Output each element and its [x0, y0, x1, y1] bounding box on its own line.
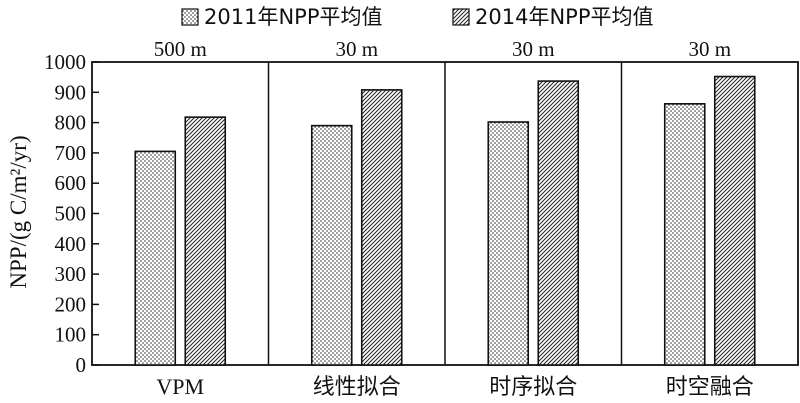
- bar-2014-1: [360, 89, 403, 366]
- y-axis-title: NPP/(g C/m²/yr): [6, 135, 31, 288]
- x-axis-category-labels: VPM 线性拟合 时序拟合 时空融合: [156, 374, 753, 400]
- bar-2011-2: [487, 121, 530, 366]
- y-tick-label: 0: [76, 353, 87, 377]
- legend-swatch-2014: [452, 8, 470, 26]
- y-tick-label: 400: [55, 232, 87, 256]
- resolution-labels: 500 m 30 m 30 m 30 m: [154, 37, 731, 61]
- y-tick-label: 700: [55, 141, 87, 165]
- bars: [134, 75, 756, 366]
- x-category-label: VPM: [156, 374, 204, 399]
- y-tick-label: 100: [55, 323, 87, 347]
- y-axis: 0 100 200 300 400 500 600 700 800 900 1000: [44, 50, 99, 377]
- legend-label-2011: 2011年NPP平均值: [204, 5, 382, 29]
- bar-2011-0: [134, 150, 177, 366]
- resolution-label: 30 m: [688, 37, 731, 61]
- bar-2011-1: [310, 124, 353, 366]
- panel-separators: [267, 62, 623, 365]
- legend: 2011年NPP平均值 2014年NPP平均值: [181, 5, 653, 29]
- y-tick-label: 600: [55, 171, 87, 195]
- bar-2014-3: [713, 75, 756, 366]
- legend-label-2014: 2014年NPP平均值: [475, 5, 653, 29]
- bar-2014-0: [184, 116, 227, 366]
- y-tick-label: 500: [55, 202, 87, 226]
- x-category-label: 线性拟合: [313, 375, 401, 400]
- y-tick-label: 800: [55, 111, 87, 135]
- y-tick-label: 1000: [44, 50, 86, 74]
- resolution-label: 500 m: [154, 37, 207, 61]
- resolution-label: 30 m: [335, 37, 378, 61]
- legend-swatch-2011: [181, 8, 199, 26]
- x-category-label: 时序拟合: [489, 375, 577, 400]
- bar-2011-3: [663, 103, 706, 366]
- y-tick-label: 300: [55, 262, 87, 286]
- y-tick-label: 200: [55, 292, 87, 316]
- resolution-label: 30 m: [512, 37, 555, 61]
- bar-2014-2: [537, 80, 580, 366]
- y-tick-label: 900: [55, 80, 87, 104]
- x-category-label: 时空融合: [666, 375, 754, 400]
